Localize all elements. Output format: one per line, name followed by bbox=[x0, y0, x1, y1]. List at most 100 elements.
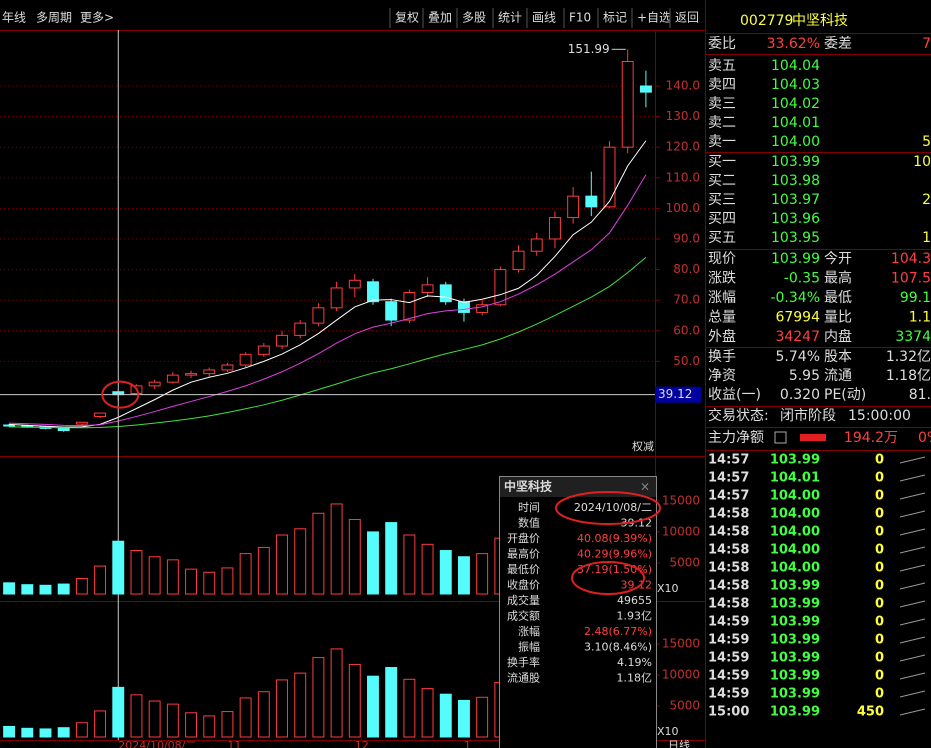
cursor-label: 39.12 bbox=[658, 387, 692, 401]
volume-bar bbox=[294, 672, 307, 738]
toolbar-button[interactable]: 复权 bbox=[395, 11, 419, 25]
y-tick-label: 100.0 bbox=[666, 201, 700, 215]
volume-bar bbox=[458, 699, 470, 738]
volume-bar bbox=[348, 663, 361, 738]
y-tick-label: 140.0 bbox=[666, 78, 700, 92]
quote-cell: 涨跌 bbox=[708, 271, 736, 287]
popup-value: 1.18亿 bbox=[617, 672, 653, 685]
y-tick-label: 5000 bbox=[669, 555, 700, 569]
book-price: 103.97 bbox=[771, 192, 820, 208]
book-price: 104.00 bbox=[771, 134, 820, 150]
y-tick-label: 15000 bbox=[662, 493, 700, 507]
highlight-circle bbox=[101, 380, 140, 409]
tick-flag bbox=[899, 618, 926, 626]
tick-flag bbox=[899, 564, 926, 572]
toolbar-button[interactable]: 返回 bbox=[675, 11, 699, 25]
quote-cell: 1.1 bbox=[909, 310, 931, 326]
volume-bar bbox=[257, 691, 270, 738]
volume-bar bbox=[203, 571, 216, 595]
data-window: 中坚科技 × 时间 2024/10/08/二数值 39.12 开盘价 40.08(9.39%… bbox=[499, 476, 661, 748]
quote-cell: 总量 bbox=[708, 310, 736, 326]
book-volume: 10 bbox=[913, 154, 931, 170]
quote-cell: 流通 bbox=[824, 368, 852, 384]
quote-cell: 3374 bbox=[895, 329, 931, 345]
toolbar-button[interactable]: +自选 bbox=[637, 11, 671, 25]
y-tick-label: 70.0 bbox=[673, 293, 700, 307]
tick-flag bbox=[899, 600, 926, 608]
candle-body bbox=[348, 279, 361, 289]
quote-cell: 最低 bbox=[824, 290, 852, 306]
tick-volume: 0 bbox=[875, 615, 884, 630]
toolbar-item[interactable]: 多周期 bbox=[36, 11, 72, 25]
candle-body bbox=[567, 195, 580, 219]
popup-value: 2.48(6.77%) bbox=[584, 625, 652, 638]
candle-body bbox=[421, 284, 434, 294]
main-force-icon bbox=[774, 431, 787, 444]
popup-close[interactable]: × bbox=[640, 480, 650, 494]
volume-bar bbox=[403, 678, 416, 738]
popup-label: 收盘价 bbox=[507, 578, 540, 592]
toolbar-button[interactable]: 标记 bbox=[603, 11, 627, 25]
tick-price: 104.00 bbox=[770, 489, 820, 504]
quote-cell: PE(动) bbox=[824, 387, 866, 403]
tick-time: 14:58 bbox=[708, 561, 749, 576]
toolbar-button[interactable]: 画线 bbox=[532, 11, 556, 25]
candle-body bbox=[166, 374, 179, 383]
candle-body bbox=[476, 304, 489, 313]
tick-price: 104.00 bbox=[770, 525, 820, 540]
scale-label: X10 bbox=[657, 725, 679, 738]
book-label: 买一 bbox=[708, 154, 736, 170]
quote-cell: 0.320 bbox=[780, 387, 820, 403]
volume-bar bbox=[112, 686, 125, 738]
quote-cell: 委比 bbox=[708, 36, 736, 52]
toolbar-button[interactable]: 多股 bbox=[462, 11, 486, 25]
toolbar-button[interactable]: 统计 bbox=[498, 11, 522, 25]
volume-bar bbox=[367, 531, 379, 595]
volume-bar bbox=[239, 697, 252, 738]
book-volume: 5 bbox=[922, 134, 931, 150]
popup-label: 数值 bbox=[518, 517, 540, 530]
tick-price: 103.99 bbox=[770, 705, 820, 720]
quote-cell: 107.5 bbox=[891, 271, 931, 287]
moving-average-line bbox=[9, 174, 647, 427]
tick-price: 103.99 bbox=[770, 453, 820, 468]
volume-bar bbox=[185, 712, 197, 738]
tick-flag bbox=[899, 582, 926, 590]
quote-cell: 净资 bbox=[708, 368, 736, 384]
volume-bar bbox=[385, 522, 398, 595]
book-label: 卖三 bbox=[708, 96, 736, 112]
y-tick-label: 90.0 bbox=[673, 231, 700, 245]
tick-time: 14:59 bbox=[708, 687, 749, 702]
volume-bar bbox=[221, 567, 234, 595]
book-price: 103.98 bbox=[771, 173, 820, 189]
stock-code: 002779 bbox=[740, 13, 793, 29]
toolbar-button[interactable]: 叠加 bbox=[428, 11, 452, 25]
volume-bar bbox=[94, 710, 107, 738]
scale-label: X10 bbox=[657, 582, 679, 595]
volume-bar bbox=[3, 582, 16, 595]
toolbar-button[interactable]: F10 bbox=[569, 11, 591, 25]
tick-volume: 0 bbox=[875, 669, 884, 684]
candle-body bbox=[294, 322, 307, 336]
popup-value: 39.12 bbox=[621, 579, 653, 592]
toolbar-item[interactable]: 更多> bbox=[80, 11, 114, 25]
toolbar-item[interactable]: 年线 bbox=[2, 11, 26, 25]
book-volume: 2 bbox=[922, 192, 931, 208]
stock-name: 中坚科技 bbox=[792, 13, 848, 29]
tick-time: 14:58 bbox=[708, 507, 749, 522]
candle-body bbox=[530, 238, 543, 252]
tick-volume: 0 bbox=[875, 687, 884, 702]
y-tick-label: 110.0 bbox=[666, 170, 700, 184]
quote-cell: 股本 bbox=[824, 349, 852, 365]
tick-time: 14:59 bbox=[708, 669, 749, 684]
tick-volume: 0 bbox=[875, 579, 884, 594]
popup-label: 最高价 bbox=[507, 547, 540, 561]
volume-bar bbox=[367, 675, 379, 738]
quote-cell: 内盘 bbox=[824, 328, 852, 345]
quote-cell: 现价 bbox=[708, 251, 736, 267]
book-label: 卖四 bbox=[708, 77, 736, 93]
tick-price: 104.00 bbox=[770, 543, 820, 558]
